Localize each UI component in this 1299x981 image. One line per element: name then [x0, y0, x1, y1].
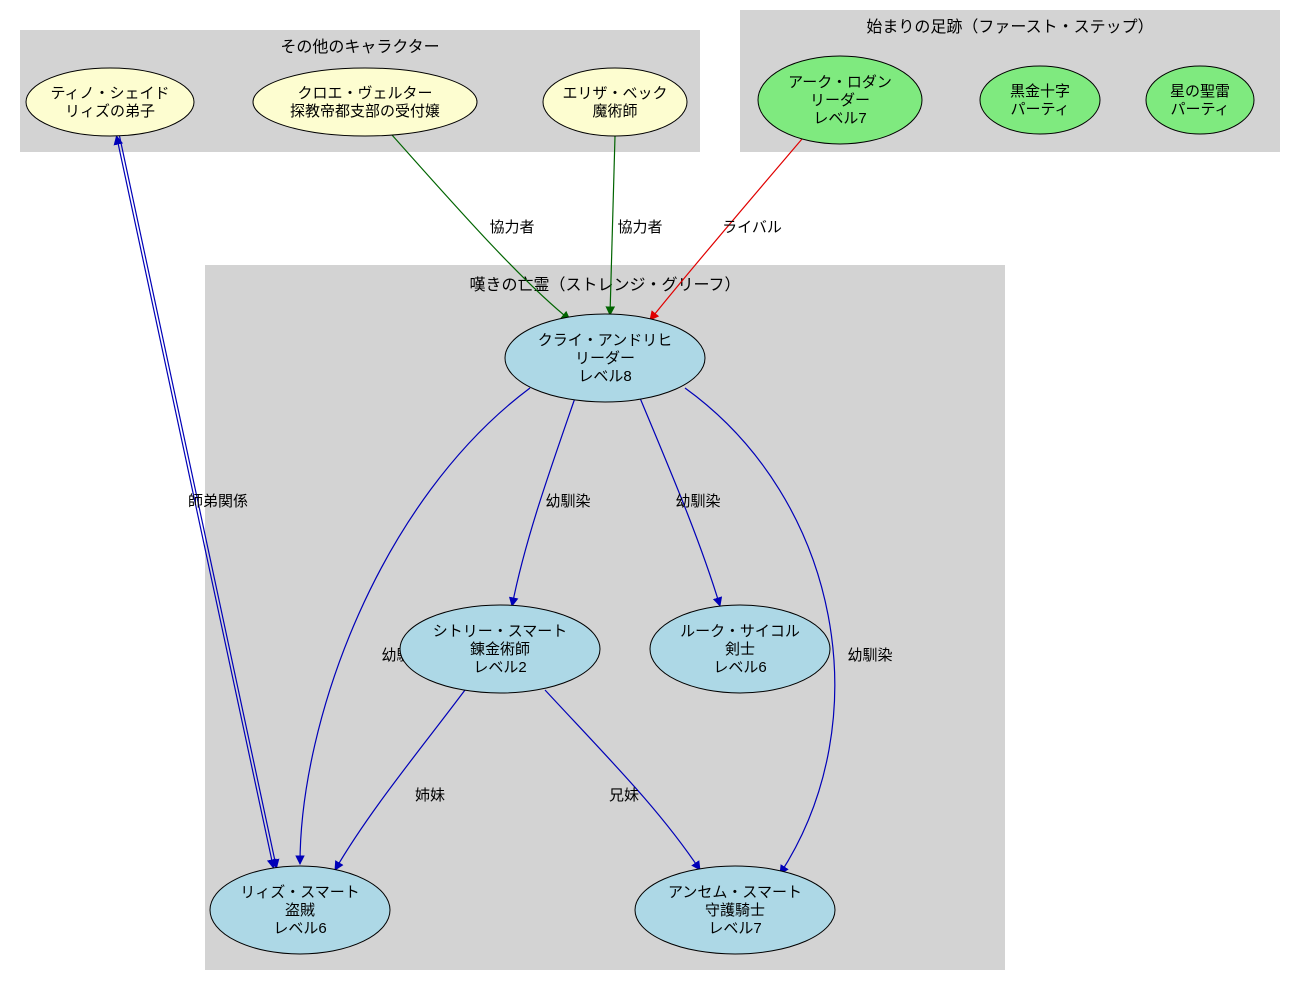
- node-eliza: エリザ・ベック魔術師: [543, 68, 687, 136]
- node-label-line: 魔術師: [592, 103, 637, 120]
- edge-label: 兄妹: [609, 787, 639, 804]
- edge-label: 協力者: [617, 219, 662, 236]
- node-label-line: アーク・ロダン: [788, 74, 892, 91]
- node-ellipse: [1146, 66, 1254, 134]
- node-sitri: シトリー・スマート錬金術師レベル2: [400, 605, 600, 693]
- node-label-line: レベル7: [708, 920, 761, 937]
- node-label-line: リィズ・スマート: [240, 884, 360, 901]
- edge-label: 師弟関係: [188, 493, 248, 510]
- node-ark: アーク・ロダンリーダーレベル7: [758, 56, 922, 144]
- node-label-line: 剣士: [725, 641, 755, 658]
- node-kurogane: 黒金十字パーティ: [980, 66, 1100, 134]
- node-label-line: 盗賊: [285, 902, 315, 919]
- node-ellipse: [253, 68, 477, 136]
- edge-label: 協力者: [489, 219, 534, 236]
- node-label-line: レベル8: [578, 368, 631, 385]
- node-tino: ティノ・シェイドリィズの弟子: [26, 68, 194, 136]
- node-label-line: クライ・アンドリヒ: [538, 332, 672, 349]
- node-label-line: ルーク・サイコル: [680, 623, 800, 640]
- edge-label: 幼馴染: [675, 493, 720, 510]
- node-ellipse: [980, 66, 1100, 134]
- node-label-line: リーダー: [810, 92, 870, 109]
- node-chloe: クロエ・ヴェルター探教帝都支部の受付嬢: [253, 68, 477, 136]
- cluster-title: 始まりの足跡（ファースト・ステップ）: [866, 18, 1153, 36]
- node-label-line: レベル6: [273, 920, 326, 937]
- node-label-line: レベル6: [713, 659, 766, 676]
- cluster-title: その他のキャラクター: [280, 38, 439, 56]
- node-label-line: シトリー・スマート: [433, 623, 568, 640]
- node-ellipse: [26, 68, 194, 136]
- node-luke: ルーク・サイコル剣士レベル6: [650, 605, 830, 693]
- node-hoshi: 星の聖雷パーティ: [1146, 66, 1254, 134]
- node-label-line: 守護騎士: [705, 902, 765, 919]
- node-label-line: リィズの弟子: [65, 103, 155, 120]
- node-liz: リィズ・スマート盗賊レベル6: [210, 866, 390, 954]
- cluster-title: 嘆きの亡霊（ストレンジ・グリーフ）: [469, 276, 740, 294]
- node-label-line: リーダー: [575, 350, 635, 367]
- node-label-line: 星の聖雷: [1170, 83, 1230, 100]
- node-label-line: 黒金十字: [1010, 83, 1070, 100]
- node-cry: クライ・アンドリヒリーダーレベル8: [505, 314, 705, 402]
- node-label-line: 錬金術師: [470, 641, 530, 658]
- node-ellipse: [543, 68, 687, 136]
- edge-label: 幼馴染: [545, 493, 590, 510]
- edge-label: 幼馴染: [847, 647, 892, 664]
- node-label-line: 探教帝都支部の受付嬢: [290, 103, 440, 120]
- node-anselm: アンセム・スマート守護騎士レベル7: [635, 866, 835, 954]
- edge-label: 姉妹: [415, 787, 445, 804]
- node-label-line: アンセム・スマート: [668, 884, 802, 901]
- node-label-line: クロエ・ヴェルター: [297, 85, 432, 102]
- node-label-line: パーティ: [1010, 101, 1069, 118]
- node-label-line: ティノ・シェイド: [50, 85, 169, 102]
- node-label-line: パーティ: [1170, 101, 1229, 118]
- node-label-line: レベル7: [813, 110, 866, 127]
- edge-label: ライバル: [722, 219, 782, 236]
- node-label-line: レベル2: [473, 659, 526, 676]
- node-label-line: エリザ・ベック: [562, 85, 667, 102]
